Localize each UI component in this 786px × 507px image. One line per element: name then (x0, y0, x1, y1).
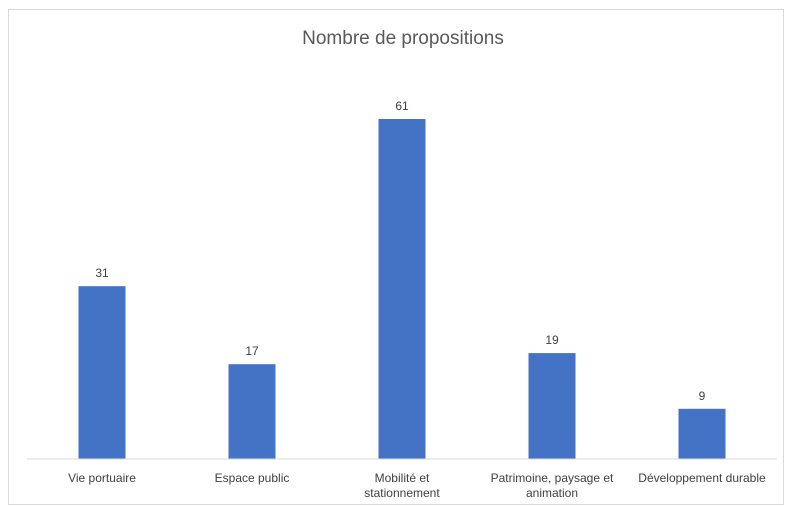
bar (678, 408, 726, 459)
data-label: 9 (699, 389, 706, 403)
x-tick-label: Espace public (215, 471, 290, 485)
x-tick-label: Développement durable (638, 471, 766, 485)
x-tick-label-line: stationnement (364, 486, 440, 500)
data-label: 31 (95, 266, 109, 280)
x-tick-label: Patrimoine, paysage et animation (491, 471, 614, 500)
bar (378, 119, 426, 459)
chart-title: Nombre de propositions (302, 28, 504, 49)
data-label: 17 (245, 344, 259, 358)
bars-group (78, 119, 726, 459)
x-tick-label-line: Patrimoine, paysage et (491, 471, 614, 485)
data-label: 19 (545, 333, 559, 347)
x-tick-label-line: Mobilité et (375, 471, 430, 485)
tick-labels-group: Vie portuaire Espace public Mobilité et sta… (68, 471, 766, 500)
data-labels-group: 31 17 61 19 9 (95, 99, 705, 403)
x-tick-label: Mobilité et stationnement (364, 471, 440, 500)
data-label: 61 (395, 99, 409, 113)
x-tick-label: Vie portuaire (68, 471, 136, 485)
bar (78, 286, 126, 459)
x-tick-label-line: Espace public (215, 471, 290, 485)
bar (528, 353, 576, 459)
x-tick-label-line: Développement durable (638, 471, 766, 485)
x-tick-label-line: Vie portuaire (68, 471, 136, 485)
x-tick-label-line: animation (526, 486, 578, 500)
bar (228, 364, 276, 459)
